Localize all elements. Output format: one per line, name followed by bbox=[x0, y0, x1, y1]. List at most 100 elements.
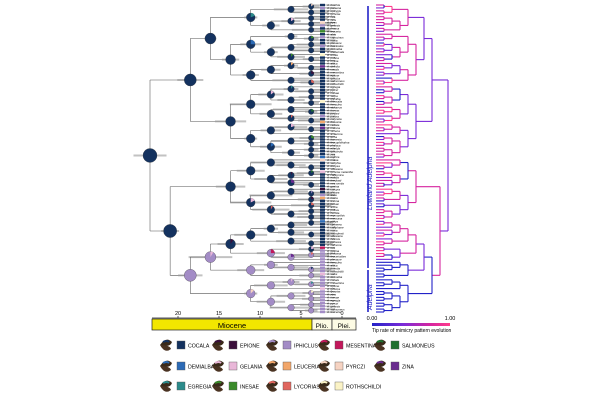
butterfly-hindwing bbox=[212, 345, 223, 351]
tip-name: A. pollina bbox=[326, 56, 339, 60]
butterfly-icon bbox=[266, 339, 278, 351]
tip-state-box bbox=[320, 24, 325, 27]
tip-name: A. basiloides bbox=[326, 44, 344, 48]
ancestral-pie bbox=[246, 134, 256, 144]
tip-name: A. gavina bbox=[326, 249, 339, 253]
ancestral-pie-slice bbox=[270, 142, 275, 147]
tip-state-box bbox=[320, 97, 325, 100]
butterfly-icon bbox=[318, 380, 330, 392]
tip-name: A. mesentina bbox=[326, 281, 344, 285]
ancestral-pie bbox=[308, 56, 315, 62]
tip-name: A. iphiclus bbox=[326, 76, 341, 80]
butterfly-icon bbox=[212, 380, 224, 392]
ancestral-pie-slice bbox=[270, 90, 274, 95]
tip-name: A. mesentina bbox=[326, 70, 344, 74]
tip-state-box bbox=[320, 255, 325, 258]
tip-name: A. plesaure bbox=[326, 41, 342, 45]
tip-state-box bbox=[320, 193, 325, 197]
ancestral-pie bbox=[287, 292, 295, 300]
tip-name: A. boethia bbox=[326, 3, 340, 7]
ancestral-pie bbox=[308, 146, 315, 153]
rate-min-label: 0.00 bbox=[367, 316, 378, 322]
tip-name: A. rothschildi bbox=[326, 82, 344, 86]
tip-name: A. phliassa bbox=[326, 252, 342, 256]
legend-label: IPHICLUS bbox=[294, 344, 318, 350]
ancestral-pie bbox=[287, 237, 295, 245]
tip-name: A. attica bbox=[326, 263, 338, 267]
tip-name: A. demialba bbox=[326, 47, 343, 51]
tip-state-box bbox=[320, 18, 325, 21]
legend-label: COCALA bbox=[188, 344, 210, 350]
ancestral-pie-slice bbox=[291, 85, 293, 90]
tip-name: A. demialba bbox=[326, 275, 343, 279]
legend-swatch bbox=[228, 340, 238, 350]
butterfly-hindwing bbox=[266, 366, 277, 372]
butterfly-icon bbox=[212, 360, 224, 372]
tip-state-box bbox=[320, 237, 325, 241]
tip-name: A. iphiclus bbox=[326, 287, 341, 291]
ancestral-pie-slice bbox=[311, 246, 314, 250]
tip-name: A. gelania bbox=[326, 304, 340, 308]
butterfly-hindwing bbox=[266, 386, 277, 392]
tip-name: A. egregia bbox=[326, 299, 341, 303]
ancestral-pie bbox=[287, 210, 295, 218]
tip-name: A. delinita bbox=[326, 65, 340, 69]
tip-state-box bbox=[320, 205, 325, 208]
time-axis-tick-label: 0 bbox=[340, 311, 343, 317]
ancestral-pie bbox=[266, 260, 275, 269]
tip-name: A. plesaure bbox=[326, 258, 342, 262]
ancestral-pie bbox=[225, 54, 236, 65]
ancestral-pie bbox=[287, 304, 295, 312]
ancestral-pie-slice bbox=[250, 198, 255, 203]
tip-name: A. leuceria bbox=[326, 30, 341, 34]
ancestral-state-pies bbox=[142, 3, 315, 314]
butterfly-band bbox=[320, 340, 328, 343]
tip-state-box bbox=[320, 132, 325, 135]
tip-state-box bbox=[320, 240, 325, 244]
ancestral-pie-slice bbox=[291, 278, 293, 283]
tip-state-box bbox=[320, 109, 325, 112]
ancestral-pie bbox=[246, 265, 256, 275]
butterfly-icon bbox=[266, 380, 278, 392]
ancestral-pie-slice bbox=[311, 290, 314, 293]
tip-state-box bbox=[320, 35, 325, 39]
ancestral-pie-slice bbox=[230, 239, 234, 245]
tip-state-box bbox=[320, 114, 325, 118]
tip-name: A. ethelda bbox=[326, 146, 340, 150]
ancestral-pie-slice bbox=[311, 281, 314, 285]
tip-name: A. eulalia bbox=[326, 176, 339, 180]
tip-state-box bbox=[320, 243, 325, 246]
tip-state-box bbox=[320, 202, 325, 206]
ancestral-pie bbox=[308, 219, 315, 226]
tip-name: A. salus bbox=[326, 272, 338, 276]
tip-name: A. iphicleola bbox=[326, 149, 343, 153]
tip-state-box bbox=[320, 59, 325, 62]
tip-name: A. naxia bbox=[326, 38, 338, 42]
tip-state-box bbox=[320, 15, 325, 18]
ancestral-pie bbox=[308, 181, 315, 188]
ancestral-pie bbox=[204, 32, 217, 45]
ancestral-pie-slice bbox=[291, 62, 294, 66]
legend-swatch bbox=[228, 381, 238, 391]
tip-state-box bbox=[320, 266, 325, 270]
ancestral-pie-slice bbox=[311, 231, 314, 235]
tip-name: A. fabricia bbox=[326, 237, 340, 241]
tip-state-box bbox=[320, 176, 325, 179]
ancestral-pie bbox=[287, 161, 295, 169]
rate-gradient-bar bbox=[372, 323, 450, 326]
tip-name: A. cytherea bbox=[326, 222, 342, 226]
tip-state-box bbox=[320, 85, 325, 89]
tip-name: A. alala bbox=[326, 193, 337, 197]
tip-state-box bbox=[320, 182, 325, 185]
tip-name: A. melona bbox=[326, 126, 340, 130]
legend-label: DEMIALBA bbox=[188, 365, 215, 371]
tip-name: A. hyas bbox=[326, 21, 337, 25]
tip-state-box bbox=[320, 220, 325, 223]
tip-name: A. aricia bbox=[326, 205, 338, 209]
tip-name: A. gavina bbox=[326, 184, 339, 188]
ancestral-pie-slice bbox=[250, 13, 255, 18]
butterfly-hindwing bbox=[160, 366, 171, 372]
ancestral-pie bbox=[308, 21, 315, 27]
ancestral-pie-slice bbox=[311, 252, 314, 255]
ancestral-pie-slice bbox=[311, 79, 314, 84]
